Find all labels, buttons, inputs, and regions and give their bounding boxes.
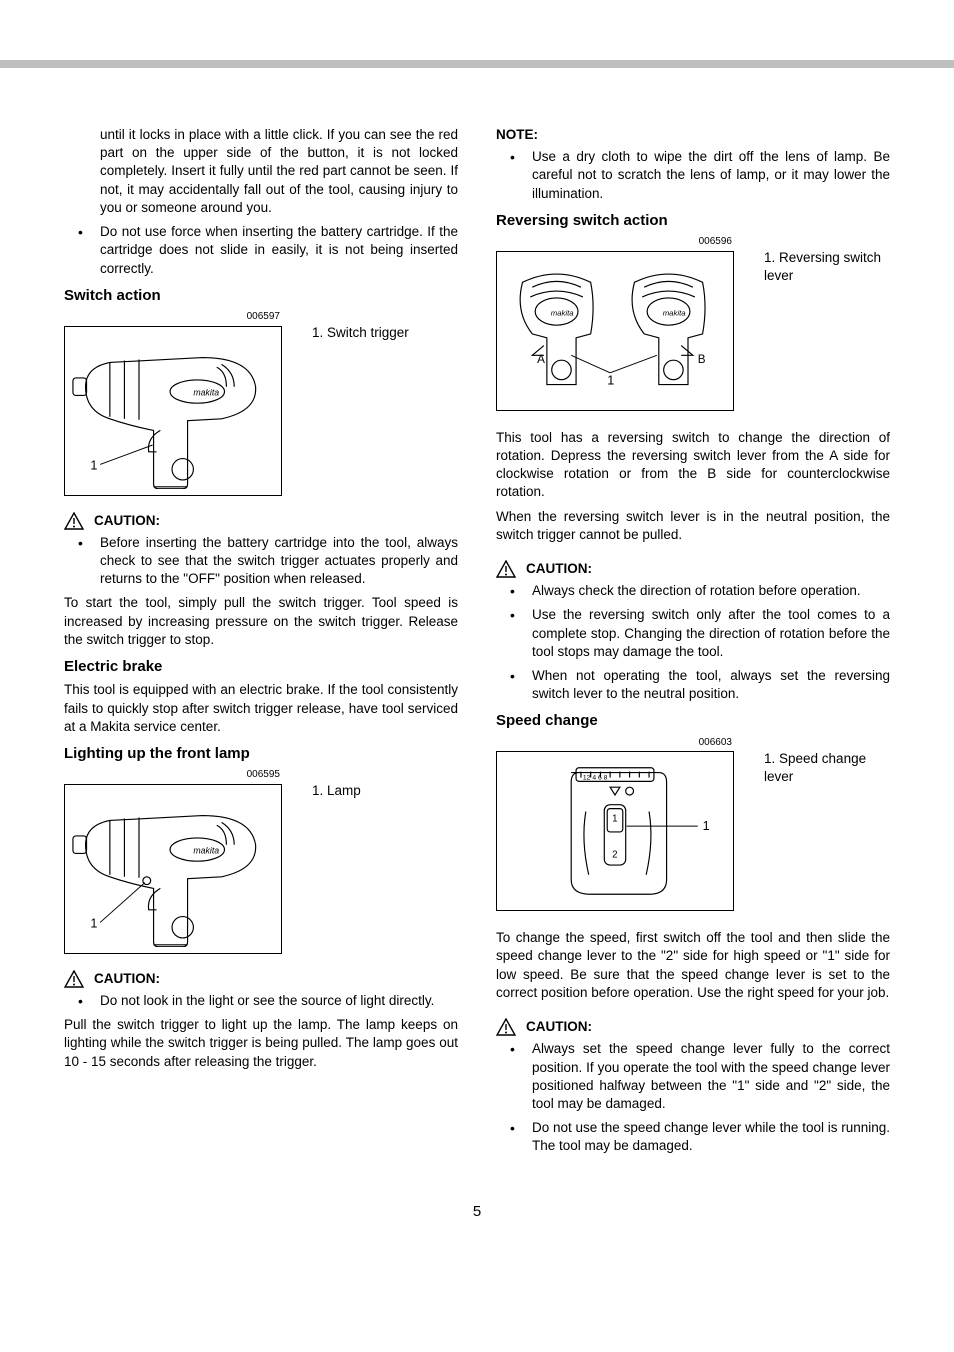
caution-label: CAUTION: <box>526 1018 592 1036</box>
svg-text:1: 1 <box>612 813 617 824</box>
left-column: until it locks in place with a little cl… <box>64 126 458 1162</box>
body-text: When the reversing switch lever is in th… <box>496 508 890 544</box>
figure-caption: 1. Reversing switch lever <box>746 235 890 411</box>
body-text: To change the speed, first switch off th… <box>496 929 890 1002</box>
caption-item: 1. Lamp <box>294 782 458 800</box>
body-text: Pull the switch trigger to light up the … <box>64 1016 458 1071</box>
svg-text:1: 1 <box>90 458 97 472</box>
caution-row: CAUTION: <box>496 560 890 578</box>
list-item: Use a dry cloth to wipe the dirt off the… <box>532 148 890 203</box>
warning-icon <box>64 512 84 530</box>
body-text: To start the tool, simply pull the switc… <box>64 594 458 649</box>
figure-row-reversing: 006596 A <box>496 235 890 411</box>
caption-item: 1. Speed change lever <box>746 750 890 786</box>
list-item: Always set the speed change lever fully … <box>532 1040 890 1113</box>
figure-caption: 1. Lamp <box>294 768 458 954</box>
note-label: NOTE: <box>496 126 890 144</box>
caution-list: Before inserting the battery cartridge i… <box>64 534 458 589</box>
figure-reversing: 006596 A <box>496 235 734 411</box>
svg-text:makita: makita <box>193 845 219 855</box>
heading-electric-brake: Electric brake <box>64 657 458 677</box>
svg-text:A: A <box>537 353 545 366</box>
body-text: This tool is equipped with an electric b… <box>64 681 458 736</box>
caution-label: CAUTION: <box>526 560 592 578</box>
caution-label: CAUTION: <box>94 970 160 988</box>
figure-id: 006596 <box>496 235 734 249</box>
figure-id: 006603 <box>496 736 734 750</box>
heading-front-lamp: Lighting up the front lamp <box>64 744 458 764</box>
list-item: When not operating the tool, always set … <box>532 667 890 703</box>
caution-row: CAUTION: <box>496 1018 890 1036</box>
page-number: 5 <box>0 1202 954 1222</box>
drill-illustration: makita 1 <box>71 791 275 947</box>
speed-change-illustration: 12 4 6 8 1 2 1 <box>503 758 727 904</box>
caution-list: Always check the direction of rotation b… <box>496 582 890 703</box>
body-text: This tool has a reversing switch to chan… <box>496 429 890 502</box>
caution-row: CAUTION: <box>64 512 458 530</box>
svg-text:2: 2 <box>612 849 617 860</box>
list-item: Do not use force when inserting the batt… <box>100 223 458 278</box>
svg-text:makita: makita <box>663 308 687 317</box>
figure-caption: 1. Switch trigger <box>294 310 458 496</box>
caution-row: CAUTION: <box>64 970 458 988</box>
figure-row-switch-trigger: 006597 <box>64 310 458 496</box>
figure-speed-change: 006603 <box>496 736 734 912</box>
list-item: Do not look in the light or see the sour… <box>100 992 458 1010</box>
svg-text:12 4 6 8: 12 4 6 8 <box>583 775 608 782</box>
caution-list: Do not look in the light or see the sour… <box>64 992 458 1010</box>
svg-text:1: 1 <box>90 916 97 930</box>
svg-text:1: 1 <box>607 373 614 387</box>
svg-text:1: 1 <box>703 819 710 833</box>
figure-caption: 1. Speed change lever <box>746 736 890 912</box>
caution-label: CAUTION: <box>94 512 160 530</box>
figure-id: 006595 <box>64 768 282 782</box>
list-item: Always check the direction of rotation b… <box>532 582 890 600</box>
header-grey-bar <box>0 60 954 68</box>
figure-row-speed-change: 006603 <box>496 736 890 912</box>
list-item: Use the reversing switch only after the … <box>532 606 890 661</box>
warning-icon <box>496 1018 516 1036</box>
caution-list: Always set the speed change lever fully … <box>496 1040 890 1155</box>
continued-bullet-list: Do not use force when inserting the batt… <box>64 223 458 278</box>
heading-speed-change: Speed change <box>496 711 890 731</box>
warning-icon <box>64 970 84 988</box>
figure-id: 006597 <box>64 310 282 324</box>
note-list: Use a dry cloth to wipe the dirt off the… <box>496 148 890 203</box>
figure-lamp: 006595 <box>64 768 282 954</box>
reversing-illustration: A B makita makita <box>503 258 727 404</box>
warning-icon <box>496 560 516 578</box>
caption-item: 1. Switch trigger <box>294 324 458 342</box>
page-columns: until it locks in place with a little cl… <box>0 126 954 1162</box>
svg-text:makita: makita <box>193 387 219 397</box>
figure-switch-trigger: 006597 <box>64 310 282 496</box>
drill-illustration: makita 1 <box>71 333 275 489</box>
heading-switch-action: Switch action <box>64 286 458 306</box>
list-item: Before inserting the battery cartridge i… <box>100 534 458 589</box>
caption-item: 1. Reversing switch lever <box>746 249 890 285</box>
svg-text:B: B <box>698 353 706 366</box>
continued-bullet-1: until it locks in place with a little cl… <box>64 126 458 217</box>
list-item: Do not use the speed change lever while … <box>532 1119 890 1155</box>
figure-row-lamp: 006595 <box>64 768 458 954</box>
heading-reversing: Reversing switch action <box>496 211 890 231</box>
right-column: NOTE: Use a dry cloth to wipe the dirt o… <box>496 126 890 1162</box>
svg-text:makita: makita <box>551 308 575 317</box>
